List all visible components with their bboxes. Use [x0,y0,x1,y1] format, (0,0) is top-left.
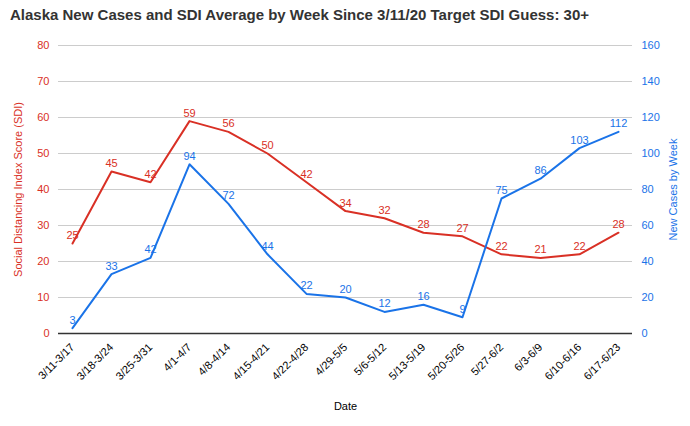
svg-text:60: 60 [37,111,49,123]
svg-text:25: 25 [66,229,78,241]
svg-text:103: 103 [570,134,588,146]
svg-text:42: 42 [144,168,156,180]
svg-text:12: 12 [378,297,390,309]
svg-text:0: 0 [43,327,49,339]
svg-text:20: 20 [642,291,654,303]
svg-text:16: 16 [417,290,429,302]
svg-text:80: 80 [642,183,654,195]
svg-text:140: 140 [642,75,660,87]
svg-text:5/13-5/19: 5/13-5/19 [386,341,427,382]
svg-text:9: 9 [459,303,465,315]
svg-text:28: 28 [417,218,429,230]
svg-text:42: 42 [300,168,312,180]
svg-text:20: 20 [339,283,351,295]
svg-text:6/17-6/23: 6/17-6/23 [581,341,622,382]
svg-text:Date: Date [334,400,357,412]
svg-text:22: 22 [300,279,312,291]
svg-text:6/3-6/9: 6/3-6/9 [512,341,545,374]
svg-text:27: 27 [456,222,468,234]
svg-text:42: 42 [144,243,156,255]
svg-text:3: 3 [69,314,75,326]
svg-text:70: 70 [37,75,49,87]
svg-text:80: 80 [37,39,49,51]
svg-text:86: 86 [534,164,546,176]
svg-text:30: 30 [37,219,49,231]
svg-text:50: 50 [261,139,273,151]
svg-text:3/25-3/31: 3/25-3/31 [113,341,154,382]
svg-text:40: 40 [37,183,49,195]
svg-text:40: 40 [642,255,654,267]
svg-text:28: 28 [612,218,624,230]
svg-text:72: 72 [222,189,234,201]
svg-text:94: 94 [183,150,195,162]
svg-text:75: 75 [495,184,507,196]
svg-text:4/22-4/28: 4/22-4/28 [269,341,310,382]
svg-text:100: 100 [642,147,660,159]
svg-text:3/18-3/24: 3/18-3/24 [74,341,115,382]
svg-text:0: 0 [642,327,648,339]
svg-text:60: 60 [642,219,654,231]
svg-text:21: 21 [534,243,546,255]
svg-text:5/6-5/12: 5/6-5/12 [351,341,388,378]
svg-text:4/15-4/21: 4/15-4/21 [230,341,271,382]
svg-text:32: 32 [378,204,390,216]
svg-text:50: 50 [37,147,49,159]
svg-text:34: 34 [339,197,351,209]
svg-text:New Cases by Week: New Cases by Week [667,138,679,240]
svg-text:5/27-6/2: 5/27-6/2 [468,341,505,378]
svg-text:10: 10 [37,291,49,303]
svg-text:Social Distancing Index Score: Social Distancing Index Score (SDI) [12,102,24,277]
svg-text:45: 45 [105,157,117,169]
svg-text:59: 59 [183,107,195,119]
svg-text:4/29-5/5: 4/29-5/5 [312,341,349,378]
svg-text:22: 22 [495,240,507,252]
html-text:Alaska New Cases and SDI Avera: Alaska New Cases and SDI Average by Week… [10,6,589,23]
svg-text:22: 22 [573,240,585,252]
svg-text:5/20-5/26: 5/20-5/26 [425,341,466,382]
svg-text:33: 33 [105,260,117,272]
svg-text:6/10-6/16: 6/10-6/16 [542,341,583,382]
svg-text:4/8-4/14: 4/8-4/14 [195,341,232,378]
svg-text:160: 160 [642,39,660,51]
svg-text:120: 120 [642,111,660,123]
svg-text:4/1-4/7: 4/1-4/7 [161,341,194,374]
svg-text:112: 112 [610,117,628,129]
svg-text:20: 20 [37,255,49,267]
svg-text:3/11-3/17: 3/11-3/17 [36,341,77,382]
svg-text:44: 44 [261,240,273,252]
svg-text:56: 56 [222,117,234,129]
